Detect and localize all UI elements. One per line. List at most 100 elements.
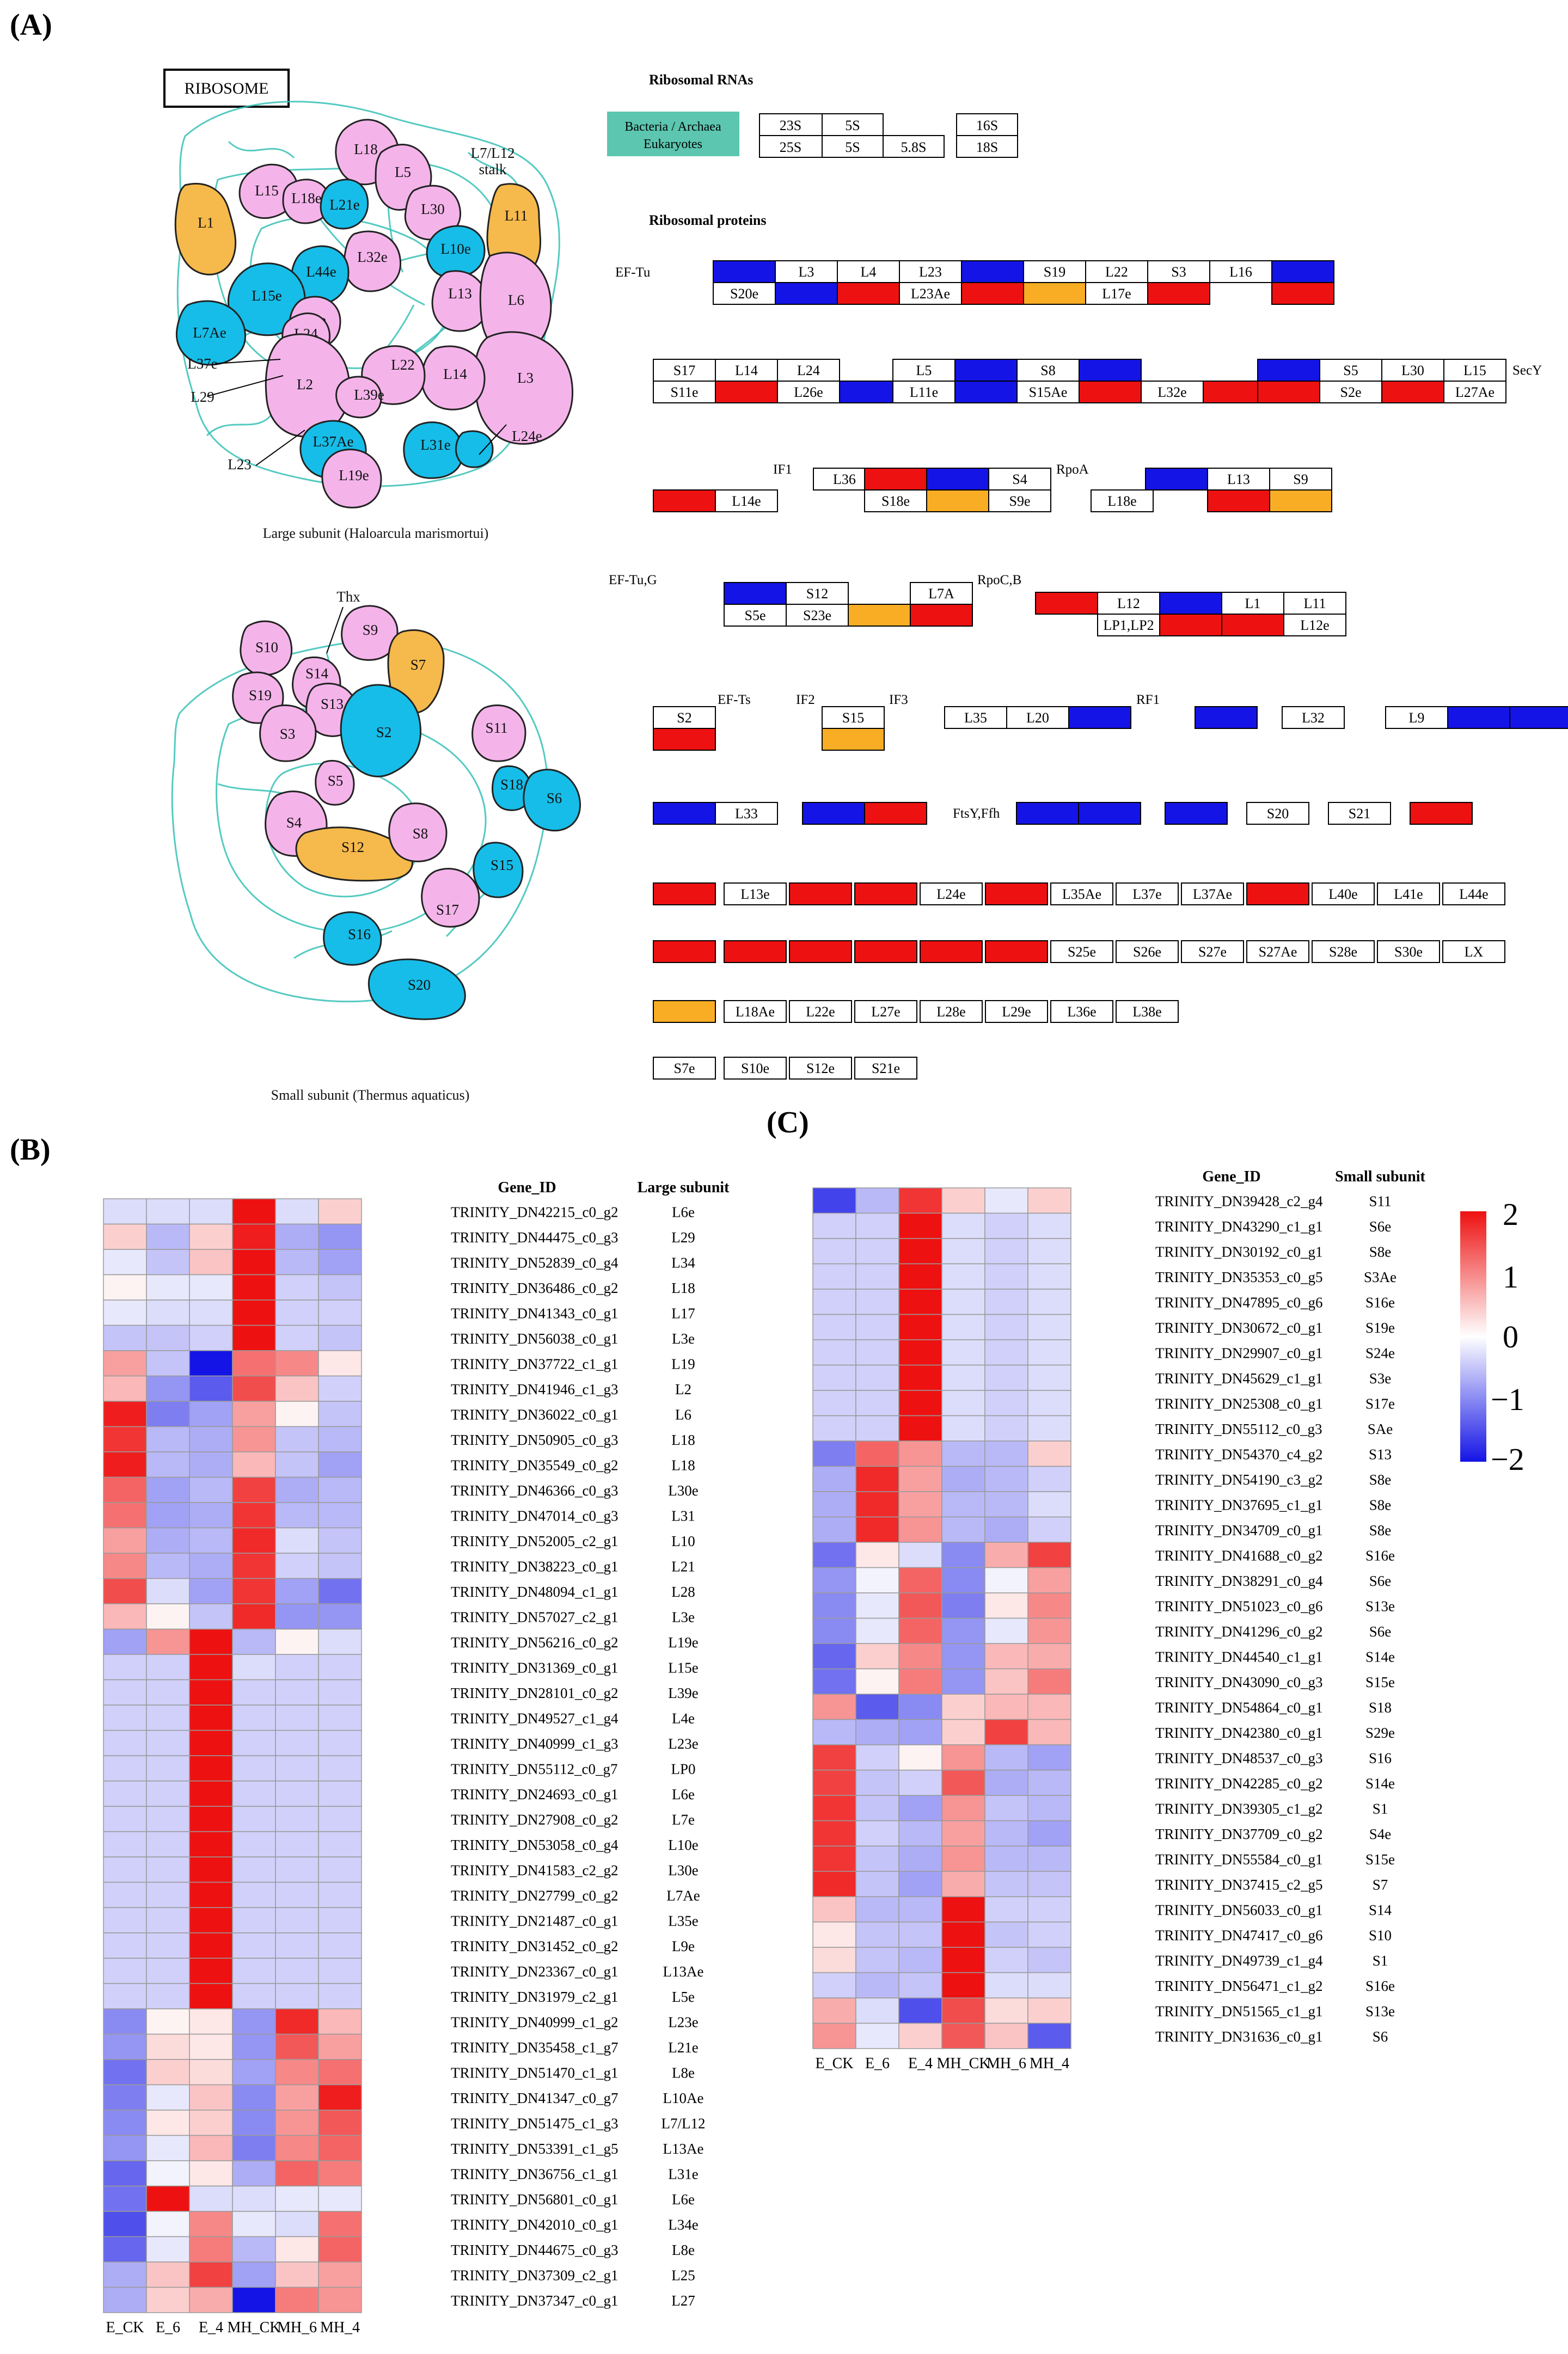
large-cell-12-4 (275, 1502, 319, 1529)
large-cell-13-1 (146, 1527, 190, 1554)
small-subunit-13: S8e (1369, 1522, 1392, 1538)
large-cell-32-1 (146, 2008, 190, 2035)
large-cell-17-3 (232, 1628, 276, 1655)
large-cell-3-5 (318, 1274, 362, 1301)
kegg-box-76 (653, 728, 716, 751)
large-cell-42-0 (103, 2261, 147, 2288)
small-gene-0: TRINITY_DN39428_c2_g4 (1155, 1193, 1323, 1209)
small-cell-2-3 (941, 1238, 985, 1265)
large-cell-11-4 (275, 1476, 319, 1503)
svg-text:S17: S17 (436, 902, 459, 918)
small-gene-5: TRINITY_DN30672_c0_g1 (1155, 1320, 1322, 1336)
svg-text:L13: L13 (448, 285, 472, 302)
small-cell-33-3 (941, 2022, 985, 2049)
kegg-box-label-129: L36e (1067, 1004, 1096, 1020)
large-cell-30-2 (189, 1958, 233, 1984)
legend-tick-0: 0 (1503, 1319, 1518, 1354)
large-cell-39-1 (146, 2185, 190, 2212)
small-cell-33-0 (812, 2022, 856, 2049)
small-cell-25-1 (855, 1820, 899, 1847)
large-gene-16: TRINITY_DN57027_c2_g1 (451, 1609, 618, 1625)
small-cell-22-5 (1027, 1744, 1071, 1771)
small-gene-24: TRINITY_DN39305_c1_g2 (1155, 1800, 1322, 1817)
large-cell-37-4 (275, 2135, 319, 2161)
large-cell-15-2 (189, 1578, 233, 1604)
small-cell-11-3 (941, 1466, 985, 1492)
kegg-box-48 (926, 468, 989, 491)
small-cell-6-0 (812, 1339, 856, 1366)
small-subunit-16: S13e (1365, 1598, 1395, 1614)
small-cell-5-5 (1027, 1314, 1071, 1340)
large-cell-39-5 (318, 2185, 362, 2212)
large-cell-39-0 (103, 2185, 147, 2212)
large-subunit-30: L13Ae (663, 1963, 704, 1979)
kegg-box-16 (1085, 282, 1148, 305)
kegg-box-label-74: L12e (1300, 617, 1329, 633)
small-cell-22-4 (984, 1744, 1028, 1771)
small-cell-1-3 (941, 1212, 985, 1239)
large-subunit-4: L17 (671, 1305, 695, 1321)
svg-text:S12: S12 (341, 839, 364, 855)
small-subunit-14: S16e (1365, 1547, 1395, 1564)
small-cell-28-1 (855, 1896, 899, 1923)
large-col-2: E_4 (199, 2319, 223, 2336)
large-cell-14-3 (232, 1553, 276, 1579)
kegg-box-73 (1221, 614, 1284, 636)
color-legend: 2 1 0 −1 −2 (1460, 1197, 1524, 1477)
kegg-box-80 (1006, 706, 1069, 729)
small-cell-1-0 (812, 1212, 856, 1239)
kegg-box-104 (1116, 882, 1179, 905)
small-cell-31-4 (984, 1972, 1028, 1999)
large-gene-4: TRINITY_DN41343_c0_g1 (451, 1305, 618, 1321)
kegg-protein-boxes: L3 L4 L23 S19 L22 S3 L16 S20e L23Ae L17e S17 L14 L24… (653, 260, 1568, 1080)
small-cell-32-4 (984, 1997, 1028, 2024)
small-cell-31-3 (941, 1972, 985, 1999)
svg-text:L23: L23 (228, 456, 252, 473)
svg-text:S8: S8 (413, 825, 428, 842)
kegg-box-49 (988, 468, 1051, 491)
small-cell-32-2 (898, 1997, 942, 2024)
large-gene-33: TRINITY_DN35458_c1_g7 (451, 2039, 618, 2056)
large-cell-6-1 (146, 1350, 190, 1377)
large-cell-38-0 (103, 2160, 147, 2187)
small-subunit-header: Small subunit (1335, 1168, 1425, 1185)
small-subunit-4: S16e (1365, 1294, 1395, 1310)
large-cell-18-2 (189, 1654, 233, 1681)
small-col-5: MH_4 (1030, 2055, 1069, 2072)
large-gene-27: TRINITY_DN27799_c0_g2 (451, 1887, 618, 1904)
small-cell-4-1 (855, 1289, 899, 1315)
small-cell-14-4 (984, 1542, 1028, 1568)
small-cell-17-5 (1027, 1617, 1071, 1644)
svg-text:L30: L30 (421, 201, 445, 217)
large-subunit-33: L21e (668, 2039, 698, 2056)
large-subunit-43: L27 (671, 2292, 695, 2309)
svg-text:S11: S11 (485, 720, 507, 736)
kegg-box-52 (988, 489, 1051, 512)
kegg-box-label-49: S4 (1012, 471, 1027, 487)
svg-text:S3: S3 (280, 726, 296, 742)
kegg-box-11 (775, 282, 838, 305)
svg-text:5.8S: 5.8S (901, 139, 927, 155)
small-cell-20-3 (941, 1694, 985, 1720)
thx-label: Thx (336, 588, 360, 605)
large-cell-10-5 (318, 1451, 362, 1478)
small-cell-21-5 (1027, 1719, 1071, 1745)
small-cell-9-5 (1027, 1415, 1071, 1442)
small-subunit-25: S4e (1369, 1826, 1392, 1842)
small-cell-5-1 (855, 1314, 899, 1340)
svg-text:S19: S19 (249, 687, 272, 703)
large-cell-8-4 (275, 1401, 319, 1427)
large-cell-5-5 (318, 1325, 362, 1351)
svg-text:S15: S15 (491, 857, 513, 873)
large-cell-19-5 (318, 1679, 362, 1706)
kegg-box-label-88: L33 (735, 806, 758, 822)
small-subunit-23: S14e (1365, 1775, 1395, 1792)
svg-text:S20: S20 (408, 977, 431, 993)
small-cell-2-1 (855, 1238, 899, 1265)
small-cell-24-4 (984, 1795, 1028, 1822)
small-cell-28-0 (812, 1896, 856, 1923)
kegg-box-label-2: L4 (861, 264, 877, 280)
large-gene-28: TRINITY_DN21487_c0_g1 (451, 1912, 618, 1929)
large-gene-6: TRINITY_DN37722_c1_g1 (451, 1356, 618, 1372)
kegg-box-91 (1016, 802, 1079, 825)
